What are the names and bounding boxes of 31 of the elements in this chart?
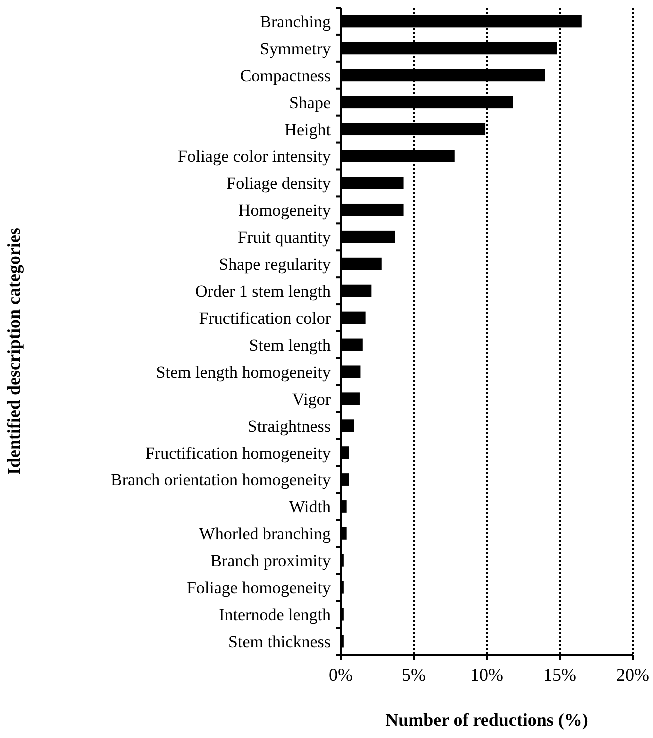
y-tick-label: Compactness	[240, 66, 331, 86]
y-tick-label: Foliage homogeneity	[186, 578, 332, 598]
y-tick-label: Foliage color intensity	[178, 147, 332, 166]
y-tick-label: Fruit quantity	[238, 228, 332, 248]
x-tick-label: 10%	[470, 665, 504, 685]
x-tick-label: 15%	[544, 665, 576, 685]
y-axis-title: Identified description categories	[4, 228, 24, 475]
y-tick-label: Symmetry	[260, 39, 332, 58]
y-tick-label: Shape regularity	[219, 255, 332, 274]
y-tick-label: Stem thickness	[228, 632, 331, 652]
y-tick-label: Branch orientation homogeneity	[111, 470, 332, 490]
y-tick-label: Branching	[260, 12, 332, 32]
y-tick-label: Branch proximity	[210, 552, 332, 571]
y-tick-label: Order 1 stem length	[196, 282, 332, 302]
y-tick-label: Vigor	[292, 390, 332, 409]
y-tick-label: Fructification color	[199, 308, 332, 328]
x-axis-title: Number of reductions (%)	[386, 710, 588, 730]
y-tick-label: Foliage density	[226, 174, 332, 194]
y-tick-label: Height	[284, 120, 332, 140]
y-tick-label: Stem length	[249, 336, 332, 355]
x-tick-label: 0%	[329, 665, 353, 685]
y-tick-label: Whorled branching	[199, 524, 332, 544]
x-tick-label: 5%	[402, 665, 426, 685]
y-tick-label: Stem length homogeneity	[156, 362, 332, 382]
y-tick-label: Internode length	[219, 606, 332, 625]
y-tick-label: Straightness	[248, 416, 331, 436]
y-tick-label: Homogeneity	[238, 201, 332, 220]
y-tick-label: Shape	[289, 93, 331, 112]
y-tick-label: Width	[289, 498, 332, 517]
x-tick-label: 20%	[616, 665, 650, 685]
y-tick-label: Fructification homogeneity	[145, 444, 332, 463]
